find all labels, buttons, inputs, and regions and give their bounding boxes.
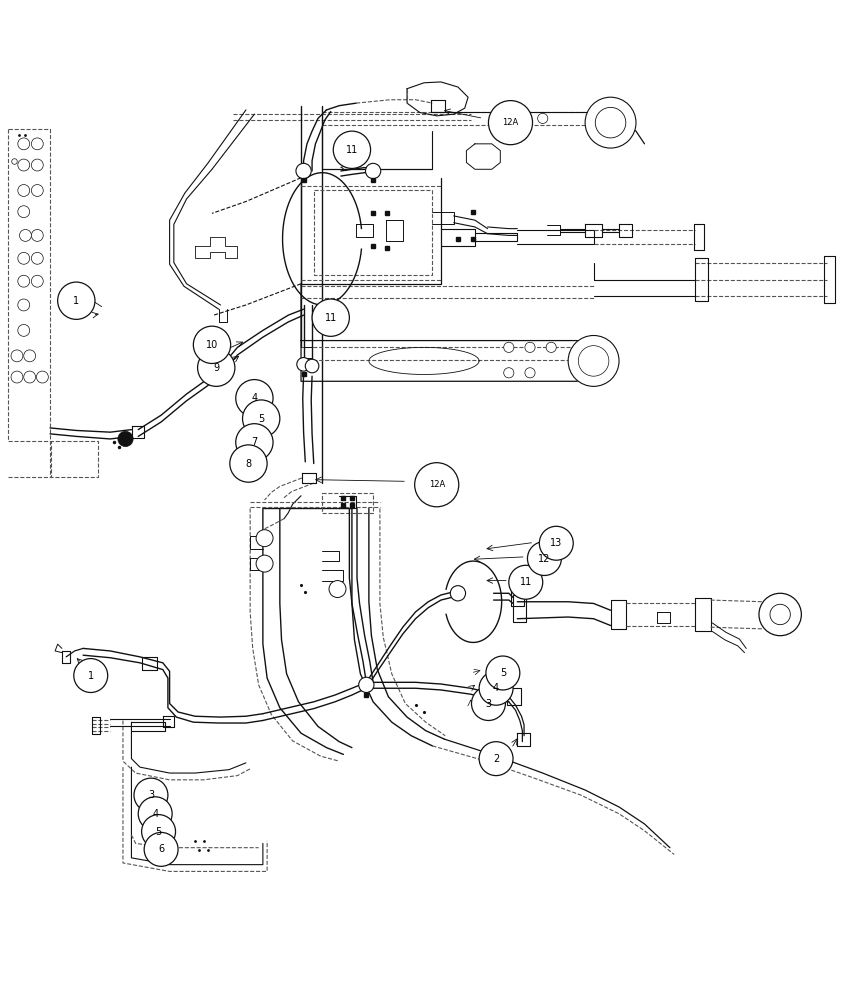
Circle shape bbox=[11, 371, 23, 383]
Circle shape bbox=[305, 359, 319, 373]
Circle shape bbox=[18, 159, 30, 171]
Circle shape bbox=[525, 368, 535, 378]
Circle shape bbox=[471, 687, 505, 720]
Circle shape bbox=[74, 659, 108, 692]
Circle shape bbox=[504, 368, 514, 378]
Circle shape bbox=[495, 113, 505, 123]
Circle shape bbox=[333, 131, 371, 168]
Text: 6: 6 bbox=[158, 844, 165, 854]
Text: 5: 5 bbox=[155, 827, 162, 837]
Circle shape bbox=[578, 346, 609, 376]
Text: 1: 1 bbox=[73, 296, 80, 306]
Circle shape bbox=[24, 350, 36, 362]
Circle shape bbox=[31, 275, 43, 287]
Circle shape bbox=[18, 138, 30, 150]
Circle shape bbox=[144, 832, 178, 866]
Circle shape bbox=[509, 565, 543, 599]
Text: 5: 5 bbox=[258, 414, 265, 424]
Text: 5: 5 bbox=[499, 668, 506, 678]
Circle shape bbox=[31, 252, 43, 264]
Circle shape bbox=[595, 107, 626, 138]
Circle shape bbox=[516, 113, 527, 123]
Circle shape bbox=[488, 101, 533, 145]
Circle shape bbox=[329, 581, 346, 598]
Text: 11: 11 bbox=[346, 145, 358, 155]
Circle shape bbox=[118, 431, 133, 447]
Circle shape bbox=[18, 324, 30, 336]
Text: 8: 8 bbox=[245, 459, 252, 469]
Circle shape bbox=[58, 282, 95, 319]
Text: 4: 4 bbox=[152, 809, 159, 819]
Circle shape bbox=[759, 593, 801, 636]
Circle shape bbox=[568, 335, 619, 386]
Circle shape bbox=[230, 445, 267, 482]
Circle shape bbox=[20, 229, 31, 241]
Circle shape bbox=[236, 380, 273, 417]
Circle shape bbox=[296, 163, 311, 179]
Circle shape bbox=[479, 742, 513, 776]
Circle shape bbox=[193, 326, 231, 363]
Text: 11: 11 bbox=[325, 313, 337, 323]
Circle shape bbox=[31, 229, 43, 241]
Circle shape bbox=[365, 163, 381, 179]
Circle shape bbox=[486, 656, 520, 690]
Circle shape bbox=[18, 299, 30, 311]
Circle shape bbox=[243, 400, 280, 437]
Circle shape bbox=[359, 677, 374, 692]
Text: 7: 7 bbox=[251, 437, 258, 447]
Text: 3: 3 bbox=[485, 699, 492, 709]
Text: 12A: 12A bbox=[502, 118, 519, 127]
Circle shape bbox=[450, 586, 466, 601]
Circle shape bbox=[138, 797, 172, 831]
Text: 1: 1 bbox=[87, 671, 94, 681]
Circle shape bbox=[585, 97, 636, 148]
Circle shape bbox=[31, 185, 43, 196]
Circle shape bbox=[24, 371, 36, 383]
Circle shape bbox=[312, 299, 349, 336]
Circle shape bbox=[18, 275, 30, 287]
Circle shape bbox=[134, 778, 168, 812]
Circle shape bbox=[256, 530, 273, 547]
Text: 3: 3 bbox=[148, 790, 154, 800]
Circle shape bbox=[31, 138, 43, 150]
Text: 4: 4 bbox=[251, 393, 258, 403]
Text: 11: 11 bbox=[520, 577, 532, 587]
Circle shape bbox=[770, 604, 790, 625]
Circle shape bbox=[236, 424, 273, 461]
Text: 9: 9 bbox=[213, 363, 220, 373]
Circle shape bbox=[539, 526, 573, 560]
Circle shape bbox=[18, 206, 30, 218]
Circle shape bbox=[31, 159, 43, 171]
Circle shape bbox=[504, 342, 514, 352]
Circle shape bbox=[198, 349, 235, 386]
Circle shape bbox=[297, 358, 310, 371]
Text: 12: 12 bbox=[538, 554, 550, 564]
Circle shape bbox=[516, 130, 527, 140]
Circle shape bbox=[495, 130, 505, 140]
Text: 4: 4 bbox=[493, 683, 499, 693]
Circle shape bbox=[18, 185, 30, 196]
Text: 10: 10 bbox=[206, 340, 218, 350]
Circle shape bbox=[538, 113, 548, 123]
Circle shape bbox=[546, 342, 556, 352]
Circle shape bbox=[18, 252, 30, 264]
Circle shape bbox=[527, 542, 561, 575]
Text: 2: 2 bbox=[493, 754, 499, 764]
Circle shape bbox=[525, 342, 535, 352]
Circle shape bbox=[479, 671, 513, 705]
Circle shape bbox=[36, 371, 48, 383]
Circle shape bbox=[415, 463, 459, 507]
Text: 12A: 12A bbox=[428, 480, 445, 489]
Circle shape bbox=[11, 350, 23, 362]
Circle shape bbox=[256, 555, 273, 572]
Circle shape bbox=[142, 815, 176, 849]
Text: 13: 13 bbox=[550, 538, 562, 548]
